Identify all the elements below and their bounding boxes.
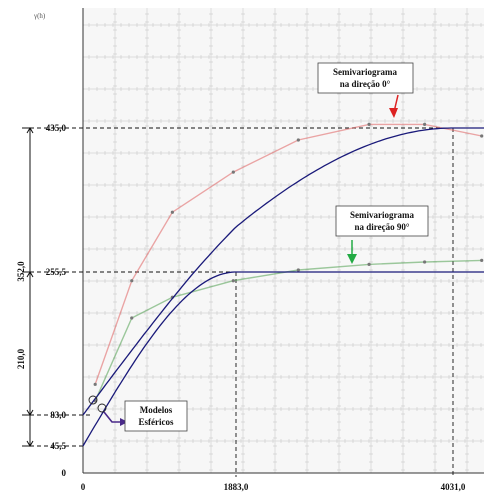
experimental-point <box>423 122 427 126</box>
annotation-text-modelos-line2: Esféricos <box>139 417 174 427</box>
annotation-text-0deg-line2: na direção 0° <box>340 79 391 89</box>
range-brackets: 352,0 210,0 <box>16 127 34 447</box>
experimental-point <box>367 122 371 126</box>
annotation-text-0deg-line1: Semivariograma <box>333 67 397 77</box>
annotations: Semivariograma na direção 0° Semivariogram… <box>88 62 429 432</box>
bracket-label: 210,0 <box>16 348 26 369</box>
experimental-point <box>130 279 134 283</box>
annotation-arrowhead-90deg <box>347 254 357 264</box>
experimental-point <box>231 170 235 174</box>
grid <box>83 8 484 473</box>
y-tick-label: 83,0 <box>50 410 66 420</box>
experimental-point <box>423 260 427 264</box>
annotation-box-0deg <box>317 62 414 94</box>
experimental-point <box>480 258 484 262</box>
x-tick-label: 1883,0 <box>224 482 249 492</box>
y-tick-label: 0 <box>62 468 67 478</box>
experimental-point <box>170 210 174 214</box>
annotation-box-90deg <box>335 205 429 237</box>
y-tick-label: 435,0 <box>46 123 67 133</box>
x-tick-label: 4031,0 <box>441 482 466 492</box>
experimental-line-0 <box>94 123 482 385</box>
annotation-arrowhead-0deg <box>389 108 398 118</box>
annotation-text-90deg-line2: na direção 90° <box>355 222 410 232</box>
y-axis-label: γ(h) <box>33 12 46 20</box>
experimental-line-1 <box>94 259 482 402</box>
annotation-text-90deg-line1: Semivariograma <box>350 210 414 220</box>
experimental-point <box>296 268 300 272</box>
experimental-point <box>231 279 235 283</box>
y-tick-label: 45,5 <box>50 441 66 451</box>
experimental-point <box>130 316 134 320</box>
model-series <box>82 127 484 447</box>
annotation-text-modelos-line1: Modelos <box>140 405 173 415</box>
experimental-series <box>93 122 484 403</box>
bracket-arrow-top <box>26 271 34 278</box>
annotation-box-modelos <box>124 400 188 432</box>
y-tick-label: 255,5 <box>46 267 67 277</box>
spherical-model-0 <box>82 127 484 416</box>
tick-labels: 0 45,5 83,0 255,5 435,0 0 1883,0 4031,0 <box>22 123 466 492</box>
annotation-circle-a <box>88 395 98 405</box>
experimental-point <box>367 262 371 266</box>
bracket-arrow-top <box>26 127 34 134</box>
experimental-point <box>480 134 484 138</box>
axes <box>82 8 484 474</box>
x-tick-label: 0 <box>81 482 86 492</box>
bracket-arrow-bottom <box>26 440 34 447</box>
spherical-model-1 <box>82 271 484 447</box>
annotation-arrow-modelos <box>103 411 122 423</box>
plot-background <box>83 8 484 473</box>
annotation-circle-b <box>97 403 107 413</box>
experimental-point <box>296 138 300 142</box>
annotation-arrowhead-modelos <box>120 418 128 426</box>
bracket-label: 352,0 <box>16 261 26 282</box>
experimental-point <box>93 382 97 386</box>
